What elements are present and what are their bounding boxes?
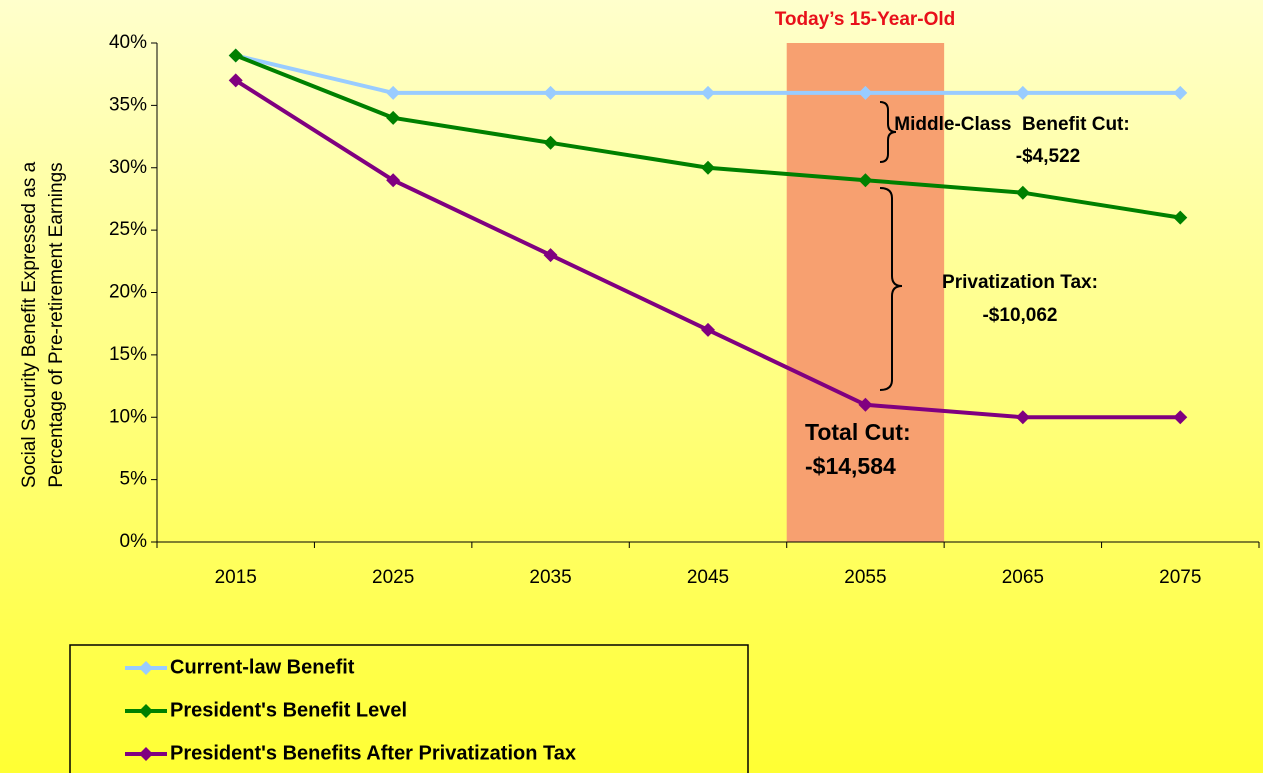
data-point	[701, 85, 715, 100]
y-tick-label: 35%	[109, 94, 147, 115]
plot-area	[151, 42, 1260, 548]
highlight-label: Today’s 15-Year-Old	[775, 9, 956, 30]
legend-box	[69, 644, 749, 773]
data-point	[1173, 210, 1188, 225]
y-tick-label: 25%	[109, 219, 147, 240]
legend-marker	[139, 704, 153, 718]
x-tick-label: 2045	[687, 567, 729, 588]
data-point	[543, 85, 558, 100]
data-point	[543, 248, 558, 263]
annotation: -$14,584	[805, 453, 896, 479]
y-tick-label: 0%	[120, 531, 148, 552]
data-point	[858, 173, 873, 188]
annotation: Total Cut:	[805, 419, 911, 445]
x-tick-label: 2055	[844, 567, 886, 588]
x-tick-label: 2025	[372, 567, 414, 588]
legend-label: President's Benefits After Privatization…	[170, 742, 576, 764]
data-point	[858, 85, 873, 100]
data-point	[1015, 185, 1030, 200]
y-tick-label: 30%	[109, 157, 147, 178]
brace	[879, 187, 903, 391]
legend-marker	[139, 661, 153, 675]
y-axis-label: Social Security Benefit Expressed as a	[19, 161, 40, 488]
y-tick-label: 40%	[109, 32, 147, 53]
data-point	[701, 160, 715, 175]
y-tick-label: 10%	[109, 406, 147, 427]
y-tick-label: 15%	[109, 344, 147, 365]
annotation: -$10,062	[982, 305, 1057, 326]
y-axis-label: Percentage of Pre-retirement Earnings	[46, 162, 67, 487]
y-tick-label: 20%	[109, 282, 147, 303]
data-point	[228, 73, 243, 88]
legend-label: Current-law Benefit	[170, 656, 355, 678]
annotation: -$4,522	[1016, 146, 1080, 167]
data-point	[1173, 410, 1188, 425]
brace	[879, 101, 897, 163]
annotation: Middle-Class Benefit Cut:	[894, 114, 1129, 135]
x-tick-label: 2075	[1159, 567, 1201, 588]
x-tick-label: 2065	[1002, 567, 1044, 588]
data-point	[1173, 85, 1188, 100]
legend-marker	[139, 747, 153, 761]
data-point	[1015, 410, 1030, 425]
data-point	[386, 85, 401, 100]
data-point	[858, 397, 873, 412]
data-point	[701, 322, 715, 337]
data-point	[228, 48, 243, 63]
annotation: Privatization Tax:	[942, 272, 1098, 293]
y-tick-label: 5%	[120, 469, 148, 490]
data-point	[386, 173, 401, 188]
x-tick-label: 2015	[215, 567, 257, 588]
highlight-band	[786, 43, 945, 542]
data-point	[1015, 85, 1030, 100]
data-point	[543, 135, 558, 150]
data-point	[386, 110, 401, 125]
x-tick-label: 2035	[529, 567, 571, 588]
legend-label: President's Benefit Level	[170, 699, 407, 721]
